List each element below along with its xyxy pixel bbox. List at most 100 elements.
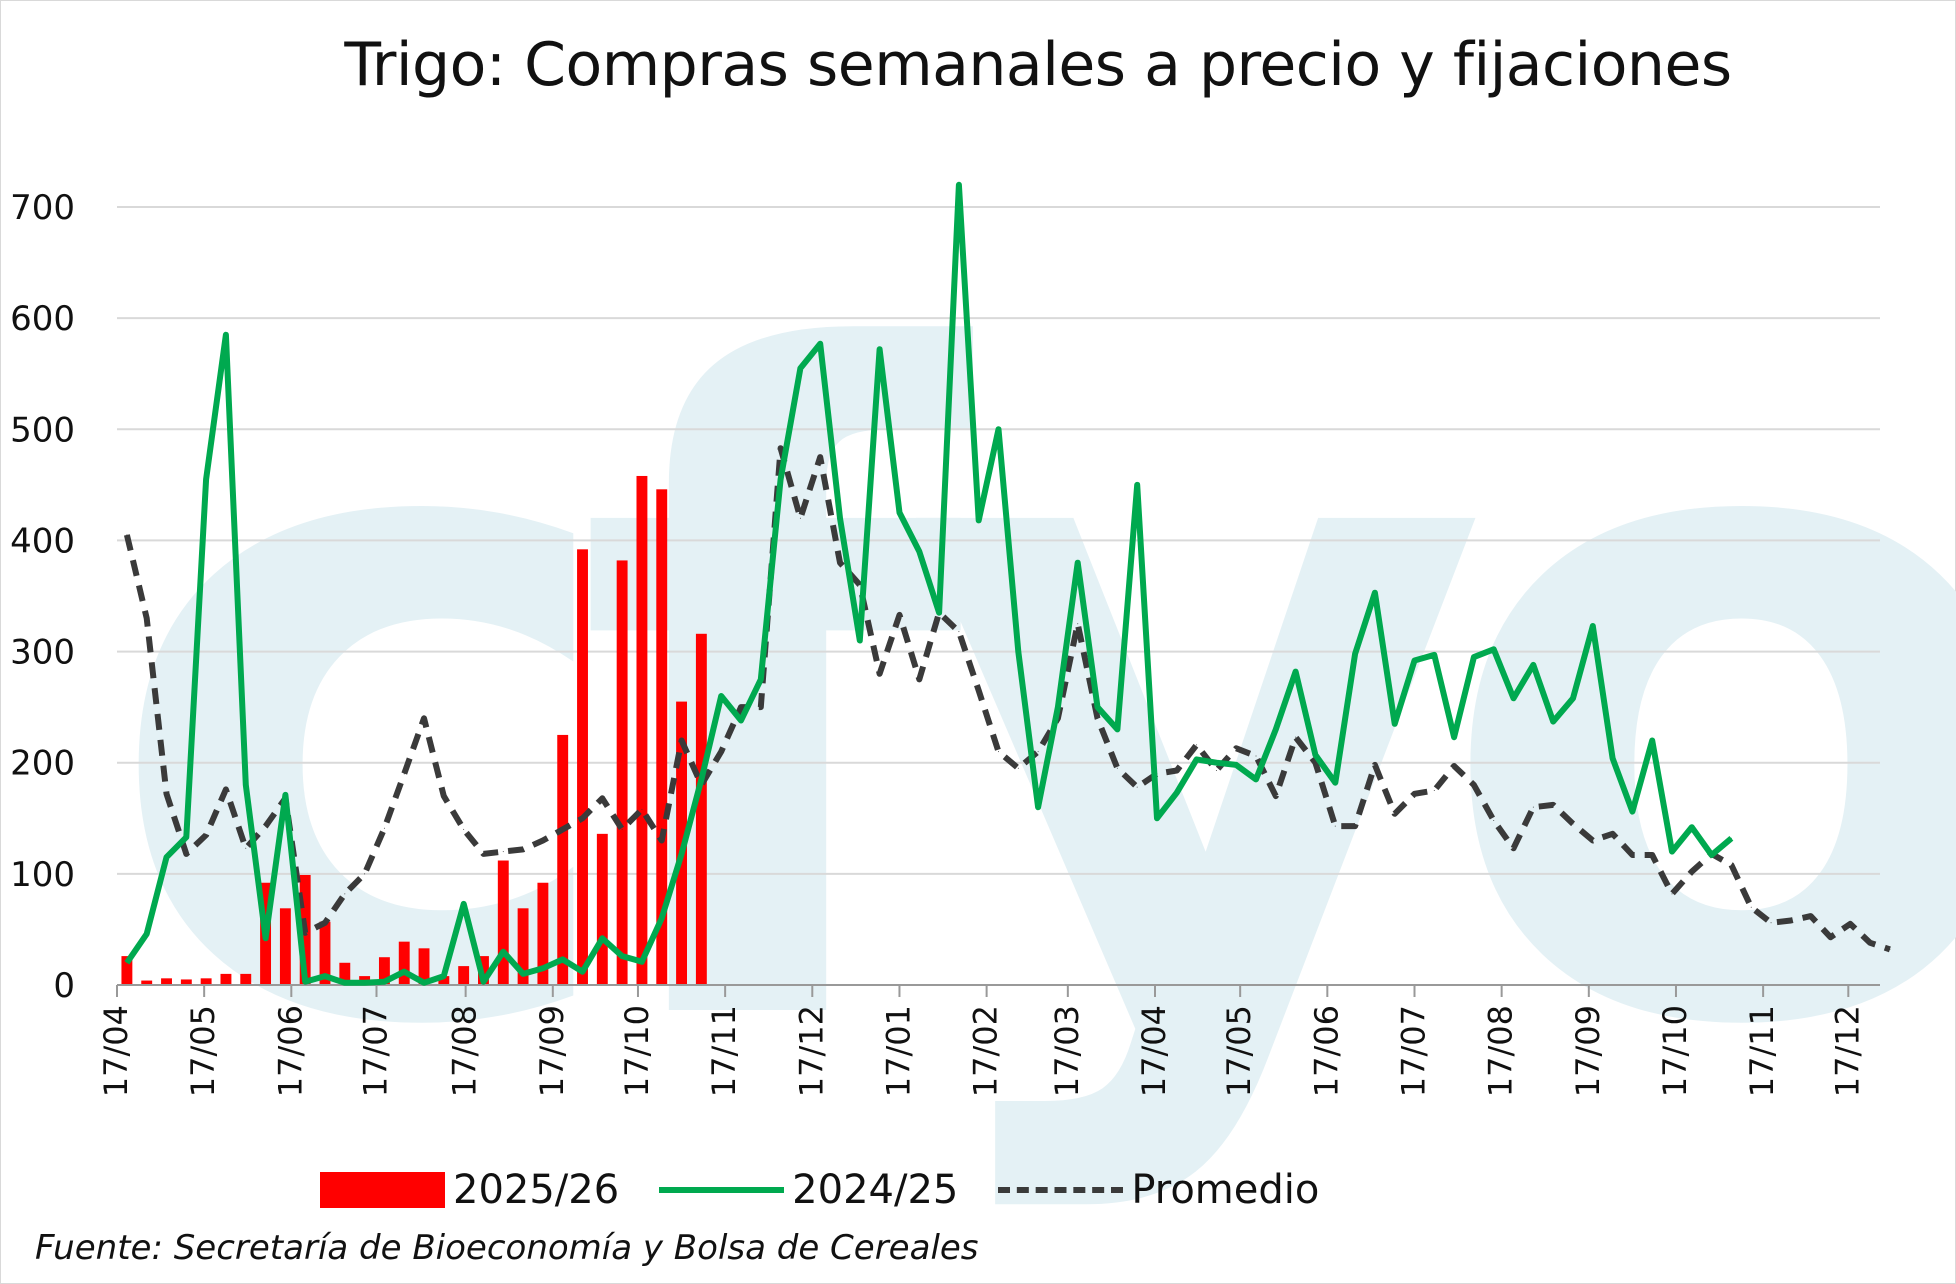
average-line-point: [1849, 923, 1851, 925]
average-line-point: [1790, 920, 1792, 922]
bar: [596, 833, 608, 985]
average-line-point: [522, 848, 524, 850]
series-2024-25-line-point: [1235, 764, 1237, 766]
average-line-point: [1631, 854, 1633, 856]
average-line-point: [1394, 813, 1396, 815]
average-line-point: [1869, 942, 1871, 944]
y-tick-label: 200: [10, 744, 75, 784]
series-2024-25-line-point: [1473, 656, 1475, 658]
x-tick-label: 17/07: [1394, 1005, 1432, 1097]
x-tick-label: 17/11: [1743, 1005, 1781, 1097]
average-line-point: [1592, 840, 1594, 842]
average-line-point: [562, 828, 564, 830]
x-tick-label: 17/05: [1220, 1005, 1258, 1097]
bar: [279, 908, 291, 985]
x-tick-label: 17/11: [705, 1005, 743, 1097]
series-2024-25-line-point: [1017, 651, 1019, 653]
average-line-point: [661, 840, 663, 842]
y-tick-label: 100: [10, 855, 75, 895]
average-line-point: [1473, 784, 1475, 786]
x-tick-label: 17/02: [967, 1005, 1005, 1097]
series-2024-25-line-point: [839, 517, 841, 519]
series-2024-25-line-point: [1314, 754, 1316, 756]
series-2024-25-line-point: [1612, 757, 1614, 759]
bar: [577, 549, 588, 985]
average-line-point: [542, 840, 544, 842]
watermark-logo: cfyo: [100, 176, 1956, 1223]
average-line-point: [859, 584, 861, 586]
average-line-point: [1235, 747, 1237, 749]
series-2024-25-line-point: [1057, 706, 1059, 708]
average-line-point: [502, 851, 504, 853]
average-line-point: [146, 617, 148, 619]
series-2024-25-line-point: [482, 981, 484, 983]
series-2024-25-line-point: [1493, 648, 1495, 650]
series-2024-25-line-point: [1097, 706, 1099, 708]
bar: [656, 489, 668, 985]
average-line-point: [304, 932, 306, 934]
series-2024-25-line-point: [661, 917, 663, 919]
bar: [537, 882, 549, 985]
series-2024-25-line-point: [681, 853, 683, 855]
series-2024-25-line-point: [185, 836, 187, 838]
series-2024-25-line-point: [1077, 562, 1079, 564]
series-2024-25-line-point: [383, 981, 385, 983]
x-tick-label: 17/08: [446, 1005, 484, 1097]
series-2024-25-line-point: [1532, 664, 1534, 666]
average-line-point: [1750, 906, 1752, 908]
bar: [418, 948, 430, 985]
x-tick-label: 17/12: [1828, 1005, 1866, 1097]
average-line-point: [126, 534, 128, 536]
legend: 2025/26 2024/25 Promedio: [320, 1160, 1359, 1220]
average-line-point: [324, 922, 326, 924]
average-line-point: [185, 853, 187, 855]
average-line-point: [1513, 847, 1515, 849]
average-line-point: [1413, 793, 1415, 795]
source-note: Fuente: Secretaría de Bioeconomía y Bols…: [35, 1228, 979, 1268]
series-2024-25-line-point: [1730, 837, 1732, 839]
x-tick-label: 17/09: [1569, 1005, 1607, 1097]
series-2024-25-line-point: [799, 367, 801, 369]
series-2024-25-line-point: [146, 933, 148, 935]
series-2024-25-line-point: [760, 678, 762, 680]
average-line: [123, 445, 1891, 953]
average-line-point: [1552, 804, 1554, 806]
average-line-point: [799, 517, 801, 519]
bar: [200, 978, 212, 985]
x-tick-label: 17/04: [97, 1005, 135, 1097]
bar: [616, 560, 628, 985]
average-line-point: [1176, 769, 1178, 771]
series-2024-25-line-point: [1374, 592, 1376, 594]
bar: [458, 966, 470, 985]
series-2024-25-line-point: [601, 937, 603, 939]
bar: [517, 908, 529, 985]
bar: [695, 633, 707, 985]
average-line-point: [839, 562, 841, 564]
y-tick-label: 300: [10, 633, 75, 673]
average-line-point: [1493, 820, 1495, 822]
series-2024-25-line-point: [938, 612, 940, 614]
average-line-point: [1671, 893, 1673, 895]
average-line-point: [918, 678, 920, 680]
x-tick-label: 17/07: [356, 1005, 394, 1097]
average-line-point: [225, 788, 227, 790]
x-tick-label: 17/08: [1482, 1005, 1520, 1097]
average-line-point: [760, 706, 762, 708]
x-tick-label: 17/10: [618, 1005, 656, 1097]
x-axis: 17/04 17/05 17/06 17/07 17/08 17/09 17/10 17/11…: [97, 984, 1880, 1097]
series-2024-25-line-point: [324, 975, 326, 977]
legend-label-average: Promedio: [1131, 1167, 1320, 1213]
series-2024-25-line-point: [542, 967, 544, 969]
series-2024-25-line-point: [1037, 806, 1039, 808]
average-line-point: [1017, 767, 1019, 769]
average-line-point: [443, 795, 445, 797]
bar: [161, 978, 172, 985]
average-line-point: [403, 773, 405, 775]
average-line-point: [819, 456, 821, 458]
series-2024-25-line-point: [1136, 484, 1138, 486]
bar: [339, 962, 351, 985]
series-2024-25-line-point: [1215, 762, 1217, 764]
average-line-point: [1196, 744, 1198, 746]
average-line-point: [344, 893, 346, 895]
